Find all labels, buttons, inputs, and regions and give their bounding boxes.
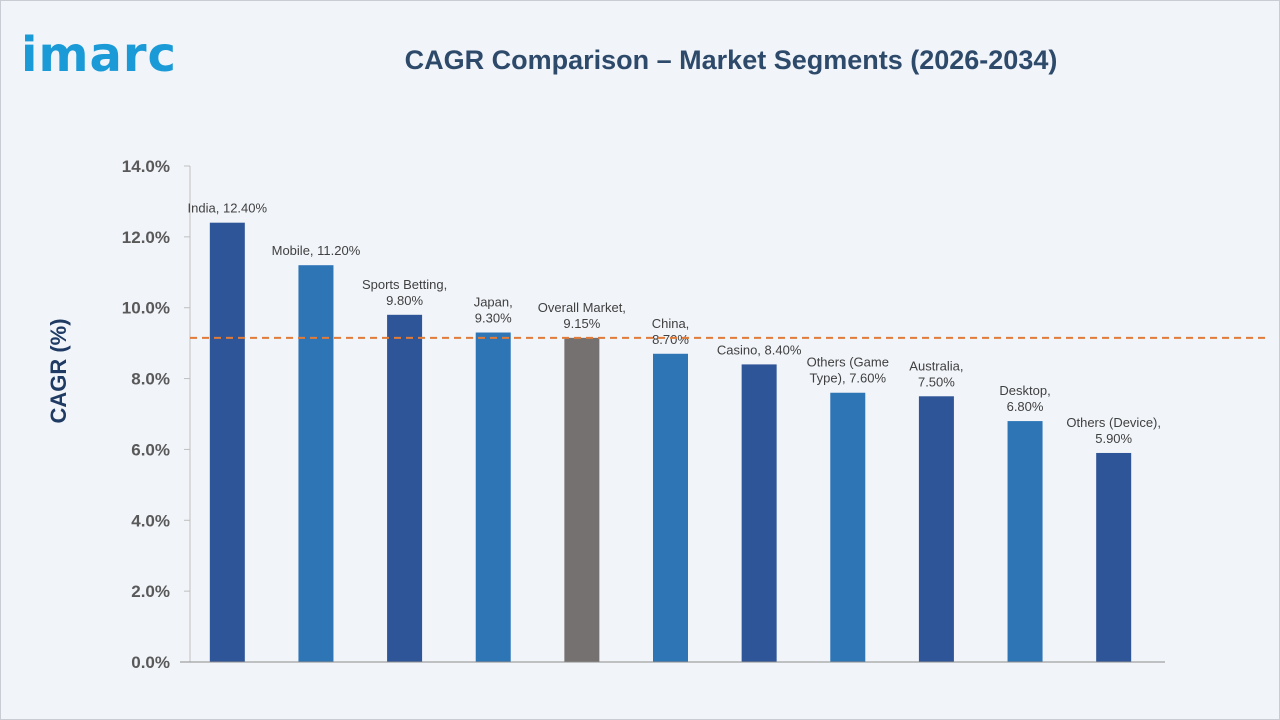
bar (387, 314, 423, 662)
data-label: Japan, (474, 295, 513, 310)
bar (298, 265, 334, 662)
data-label: 5.90% (1095, 431, 1132, 446)
y-tick-label: 12.0% (122, 228, 170, 247)
bar (918, 396, 954, 662)
data-label: Australia, (909, 358, 963, 373)
data-label: Casino, 8.40% (717, 342, 802, 357)
y-tick-label: 4.0% (131, 511, 170, 530)
bar (741, 364, 777, 662)
data-label: Mobile, 11.20% (272, 243, 361, 258)
y-tick-label: 2.0% (131, 582, 170, 601)
bar (475, 332, 511, 662)
data-label: Overall Market, (538, 300, 626, 315)
data-label: 8.70% (652, 332, 689, 347)
chart-title: CAGR Comparison – Market Segments (2026-… (404, 45, 1058, 75)
data-label: 6.80% (1007, 399, 1044, 414)
bar (564, 337, 600, 662)
data-label: Type), 7.60% (809, 371, 886, 386)
data-label: China, (652, 316, 690, 331)
bar (209, 222, 245, 662)
data-label: 7.50% (918, 374, 955, 389)
bar (1096, 452, 1132, 662)
bar (653, 353, 688, 662)
data-label: India, 12.40% (188, 201, 268, 216)
bar (1007, 421, 1043, 662)
y-tick-label: 0.0% (131, 653, 170, 672)
y-tick-label: 8.0% (131, 370, 170, 389)
data-label: Others (Game (807, 355, 889, 370)
imarc-logo: imarc (21, 27, 177, 83)
data-label: 9.30% (475, 311, 512, 326)
y-tick-label: 10.0% (122, 299, 170, 318)
data-label: 9.80% (386, 293, 423, 308)
data-label: Desktop, (999, 383, 1050, 398)
data-label: Sports Betting, (362, 277, 447, 292)
bar (830, 392, 866, 662)
y-tick-label: 14.0% (122, 157, 170, 176)
y-tick-label: 6.0% (131, 440, 170, 459)
data-label: Others (Device), (1066, 415, 1161, 430)
data-label: 9.15% (563, 316, 600, 331)
